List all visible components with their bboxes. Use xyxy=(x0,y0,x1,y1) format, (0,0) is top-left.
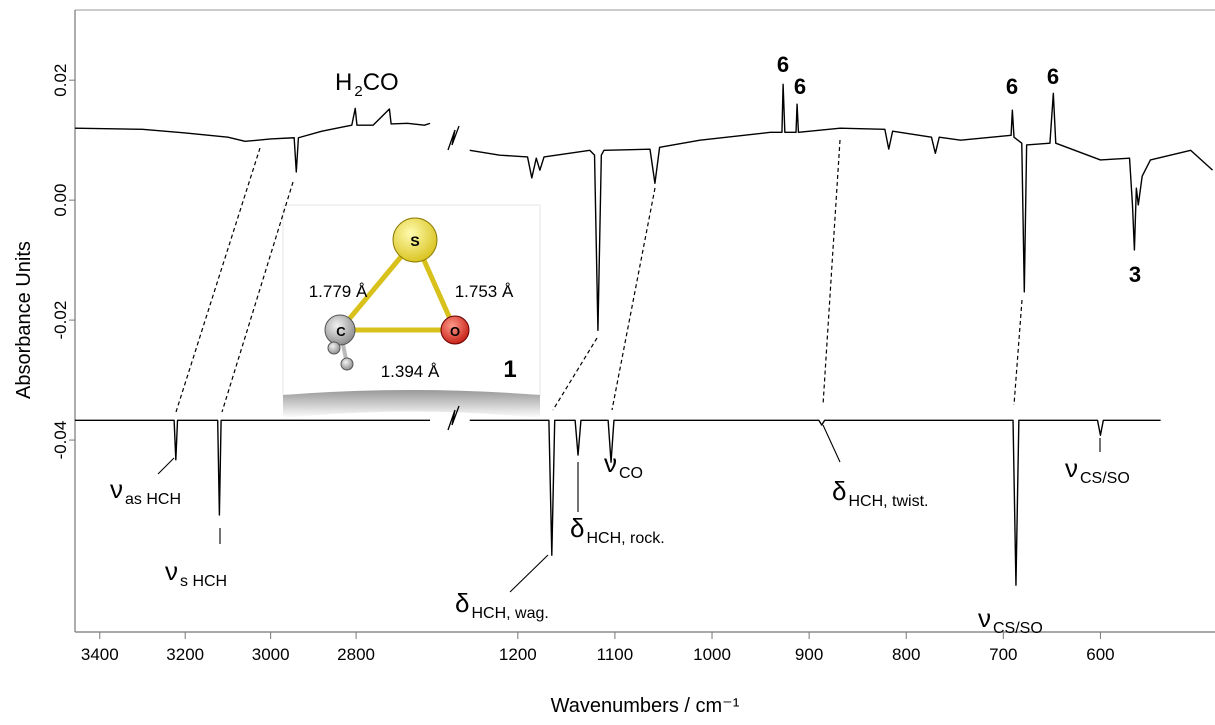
compound-label: 1 xyxy=(503,356,516,383)
correlation-line xyxy=(823,140,840,405)
annotation-main: 6 xyxy=(1006,74,1018,99)
correlation-line xyxy=(222,182,293,412)
page: S C O 1.779 Å 1.753 Å 1.394 Å 1 Wavenumb… xyxy=(0,0,1215,725)
annotation-after: CO xyxy=(363,69,399,96)
annotation: 6 xyxy=(1047,64,1059,89)
annotation-main: δ xyxy=(832,476,846,506)
inset-shadow xyxy=(283,390,540,418)
x-tick-label: 3000 xyxy=(252,645,290,664)
leader-lines xyxy=(158,425,1100,592)
atom-label: O xyxy=(450,324,460,339)
annotation-main: ν xyxy=(165,556,178,586)
annotation-sub: HCH, rock. xyxy=(586,530,664,547)
annotation-main: 6 xyxy=(1047,64,1059,89)
x-tick-label: 2800 xyxy=(337,645,375,664)
correlation-line xyxy=(1014,300,1022,405)
x-axis-label: Wavenumbers / cm⁻¹ xyxy=(551,695,740,717)
bond-length: 1.394 Å xyxy=(381,362,440,381)
annotation-sub: s HCH xyxy=(180,573,227,590)
annotation-main: 3 xyxy=(1129,262,1141,287)
y-tick-label: 0.02 xyxy=(51,64,70,97)
y-axis-label: Absorbance Units xyxy=(13,241,35,399)
annotation-main: H xyxy=(335,69,352,96)
annotation-main: ν xyxy=(1065,453,1078,483)
x-tick-label: 1200 xyxy=(499,645,537,664)
x-tick-label: 700 xyxy=(989,645,1017,664)
correlation-line xyxy=(553,338,597,410)
annotation-main: ν xyxy=(978,603,991,633)
annotation-main: 6 xyxy=(777,52,789,77)
x-tick-label: 800 xyxy=(892,645,920,664)
annotation-sub: HCH, wag. xyxy=(471,605,548,622)
annotation: 6 xyxy=(777,52,789,77)
annotation-main: ν xyxy=(110,474,123,504)
leader-line xyxy=(158,458,174,474)
atom-h xyxy=(341,358,353,370)
annotation-sub: 2 xyxy=(354,83,362,100)
bond-length: 1.779 Å xyxy=(309,282,368,301)
y-tick-label: 0.00 xyxy=(51,184,70,217)
annotation-main: δ xyxy=(570,513,584,543)
x-tick-label: 1100 xyxy=(597,645,634,664)
chart: S C O 1.779 Å 1.753 Å 1.394 Å 1 Wavenumb… xyxy=(0,0,1215,725)
atom-h xyxy=(328,342,340,354)
y-tick-label: -0.04 xyxy=(51,421,70,460)
molecule-inset: S C O 1.779 Å 1.753 Å 1.394 Å 1 xyxy=(283,205,540,418)
spectrum-line xyxy=(75,108,430,172)
spectrum-line xyxy=(470,420,1161,585)
annotation-main: ν xyxy=(604,448,617,478)
x-tick-label: 3200 xyxy=(166,645,204,664)
annotation-sub: HCH, twist. xyxy=(848,493,928,510)
x-tick-label: 3400 xyxy=(81,645,119,664)
correlation-line xyxy=(612,188,655,410)
spectrum-line xyxy=(470,84,1213,330)
annotation: 6 xyxy=(1006,74,1018,99)
correlation-line xyxy=(176,148,260,412)
leader-line xyxy=(510,555,548,592)
y-tick-label: -0.02 xyxy=(51,301,70,340)
annotation-main: δ xyxy=(455,588,469,618)
x-tick-label: 600 xyxy=(1086,645,1114,664)
annotation: 3 xyxy=(1129,262,1141,287)
atom-label: C xyxy=(336,324,346,339)
annotation: 6 xyxy=(794,74,806,99)
annotation-sub: CS/SO xyxy=(1080,470,1130,487)
annotation-main: 6 xyxy=(794,74,806,99)
annotation-sub: CS/SO xyxy=(993,620,1043,637)
atom-label: S xyxy=(410,233,419,249)
annotation-sub: as HCH xyxy=(125,491,181,508)
bond-length: 1.753 Å xyxy=(455,282,514,301)
x-tick-label: 1000 xyxy=(693,645,731,664)
axis-break xyxy=(448,126,459,150)
leader-line xyxy=(823,425,840,462)
x-tick-label: 900 xyxy=(795,645,823,664)
annotation-sub: CO xyxy=(619,465,643,482)
